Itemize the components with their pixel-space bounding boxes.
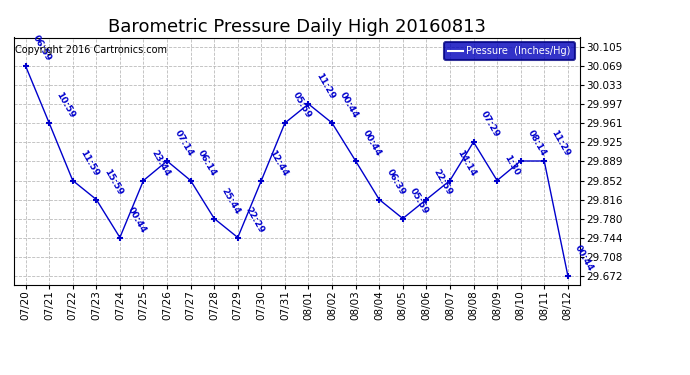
Text: 06:39: 06:39 [385, 168, 407, 197]
Text: 14:14: 14:14 [455, 148, 477, 178]
Text: 05:59: 05:59 [408, 186, 431, 216]
Text: 10:59: 10:59 [55, 91, 77, 120]
Text: 07:29: 07:29 [479, 110, 501, 139]
Text: 08:14: 08:14 [526, 129, 549, 158]
Text: 12:44: 12:44 [267, 148, 289, 178]
Text: 06:59: 06:59 [31, 34, 53, 63]
Text: 00:44: 00:44 [573, 243, 595, 273]
Text: Copyright 2016 Cartronics.com: Copyright 2016 Cartronics.com [15, 45, 167, 55]
Text: 22:29: 22:29 [244, 206, 266, 235]
Text: 06:14: 06:14 [196, 148, 218, 178]
Legend: Pressure  (Inches/Hg): Pressure (Inches/Hg) [444, 42, 575, 60]
Text: 00:44: 00:44 [361, 129, 384, 158]
Text: 11:29: 11:29 [550, 129, 572, 158]
Text: 23:44: 23:44 [149, 148, 171, 178]
Text: 00:44: 00:44 [337, 91, 359, 120]
Text: 00:44: 00:44 [126, 206, 148, 235]
Text: 15:59: 15:59 [102, 167, 124, 197]
Text: 05:59: 05:59 [290, 91, 313, 120]
Text: 25:44: 25:44 [219, 186, 242, 216]
Text: 07:14: 07:14 [172, 129, 195, 158]
Text: 22:59: 22:59 [432, 167, 454, 197]
Title: Barometric Pressure Daily High 20160813: Barometric Pressure Daily High 20160813 [108, 18, 486, 36]
Text: 1:30: 1:30 [502, 154, 522, 178]
Text: 11:29: 11:29 [314, 72, 336, 101]
Text: 11:59: 11:59 [78, 148, 101, 178]
